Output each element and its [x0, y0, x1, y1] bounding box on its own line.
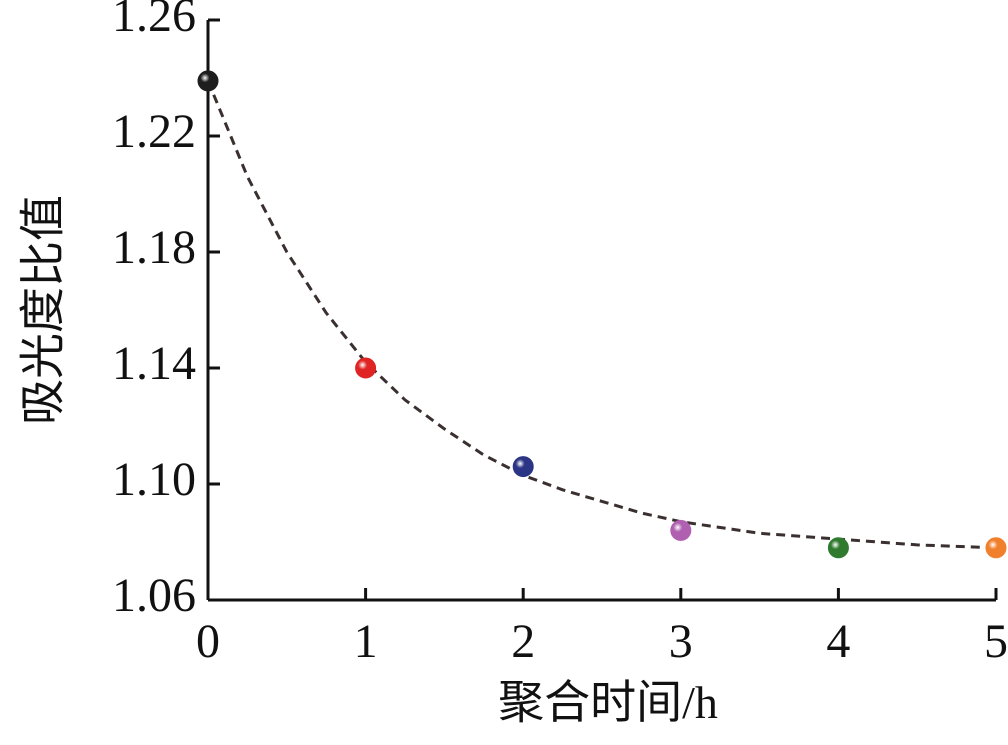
fit-curve: [206, 80, 997, 550]
y-tick-label: 1.18: [112, 221, 196, 274]
x-axis-title: 聚合时间/h: [498, 677, 718, 728]
x-tick-label: 1: [354, 615, 378, 668]
data-point: [827, 537, 849, 559]
data-point: [670, 519, 692, 541]
data-point: [355, 357, 377, 379]
y-tick-label: 1.26: [112, 0, 196, 42]
x-tick-label: 3: [669, 615, 693, 668]
x-tick-label: 2: [511, 615, 535, 668]
y-tick-label: 1.06: [112, 569, 196, 622]
x-tick-label: 0: [196, 615, 220, 668]
data-point: [985, 537, 1007, 559]
y-tick-label: 1.22: [112, 105, 196, 158]
x-tick-label: 5: [984, 615, 1008, 668]
data-point: [512, 456, 534, 478]
data-point: [197, 70, 219, 92]
x-tick-label: 4: [826, 615, 850, 668]
y-tick-label: 1.14: [112, 337, 196, 390]
y-axis-title: 吸光度比值: [18, 195, 69, 425]
y-tick-label: 1.10: [112, 453, 196, 506]
